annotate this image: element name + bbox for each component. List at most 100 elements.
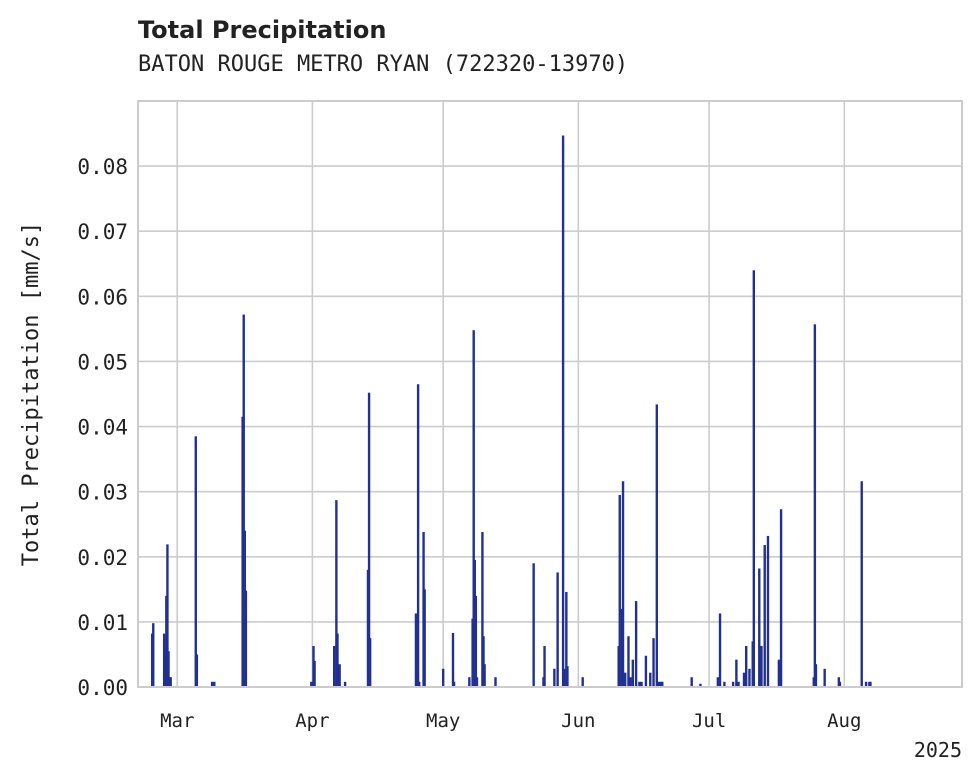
x-tick-label: Mar — [160, 710, 194, 732]
precipitation-bar — [562, 668, 566, 687]
precipitation-bar — [195, 654, 199, 687]
precipitation-bar — [763, 545, 766, 687]
precipitation-bar — [699, 683, 702, 687]
precipitation-bar — [482, 636, 485, 687]
precipitation-bar — [690, 677, 693, 687]
precipitation-bar — [336, 633, 339, 687]
precipitation-bar — [194, 436, 197, 687]
precipitation-bar — [441, 668, 445, 687]
precipitation-bar — [468, 677, 471, 687]
precipitation-bar — [621, 481, 625, 687]
year-label: 2025 — [914, 738, 962, 762]
y-tick-label: 0.00 — [77, 676, 128, 700]
x-tick-label: Apr — [295, 710, 329, 732]
precipitation-bar — [638, 681, 641, 687]
precipitation-bar — [618, 494, 621, 687]
precipitation-bar — [556, 572, 559, 687]
precipitation-bar — [640, 681, 643, 687]
precipitation-bar — [423, 589, 426, 687]
y-tick-label: 0.01 — [77, 611, 128, 635]
precipitation-bar — [758, 568, 761, 687]
precipitation-bar — [566, 666, 569, 687]
x-tick-label: Jun — [561, 710, 595, 732]
precipitation-bar — [649, 672, 652, 687]
precipitation-bar — [629, 677, 632, 687]
y-tick-label: 0.02 — [77, 546, 128, 570]
precipitation-bar — [742, 672, 746, 687]
x-tick-label: May — [426, 710, 460, 732]
precipitation-bar — [718, 613, 722, 687]
precipitation-bar — [310, 681, 313, 687]
precipitation-bar — [652, 638, 655, 687]
precipitation-bar — [661, 681, 664, 687]
precipitation-bar — [735, 659, 738, 687]
y-tick-label: 0.05 — [77, 350, 128, 374]
precipitation-bar — [152, 623, 155, 687]
precipitation-bar — [777, 659, 781, 687]
precipitation-bar — [838, 681, 842, 687]
precipitation-bar — [213, 681, 216, 687]
y-tick-label: 0.06 — [77, 285, 128, 309]
y-tick-label: 0.07 — [77, 220, 128, 244]
y-tick-label: 0.03 — [77, 481, 128, 505]
precipitation-bar — [869, 681, 872, 687]
chart-title: Total Precipitation — [138, 16, 387, 44]
precipitation-bar — [474, 595, 478, 687]
precipitation-bar — [627, 636, 630, 687]
precipitation-bar — [813, 324, 817, 687]
precipitation-bar — [860, 481, 863, 687]
precipitation-bar — [332, 645, 336, 687]
precipitation-bar — [167, 651, 170, 687]
precipitation-bar — [565, 591, 568, 687]
precipitation-bar — [561, 135, 565, 687]
precipitation-bar — [779, 509, 783, 687]
precipitation-bar — [631, 659, 635, 687]
precipitation-bar — [760, 645, 763, 687]
precipitation-bar — [418, 681, 421, 687]
precipitation-bar — [338, 664, 341, 687]
precipitation-bar — [532, 563, 535, 687]
precipitation-bar — [210, 681, 214, 687]
precipitation-bar — [624, 672, 627, 687]
precipitation-bar — [481, 532, 484, 687]
x-tick-labels: Mar Apr May Jun Jul Aug — [160, 710, 861, 732]
precipitation-bar — [581, 677, 584, 687]
precipitation-bar — [416, 384, 420, 687]
y-tick-label: 0.04 — [77, 416, 128, 440]
precipitation-bar — [553, 668, 556, 687]
precipitation-bar — [823, 668, 826, 687]
precipitation-bar — [166, 544, 169, 687]
precipitation-bar — [367, 392, 371, 687]
plot-frame — [137, 100, 963, 688]
precipitation-bar — [657, 681, 661, 687]
precipitation-bar — [543, 645, 546, 687]
precipitation-bar — [242, 314, 245, 687]
precipitation-bar — [864, 681, 868, 687]
precipitation-bar — [716, 677, 720, 687]
precipitation-bar — [244, 590, 248, 687]
y-tick-label: 0.08 — [77, 155, 128, 179]
precipitation-bar — [483, 664, 486, 687]
precipitation-bar — [744, 645, 748, 687]
precipitation-bar — [414, 613, 418, 687]
precipitation-bar — [737, 681, 740, 687]
precipitation-bar — [752, 270, 756, 687]
precipitation-bar — [451, 632, 455, 687]
precipitation-bar — [313, 660, 316, 687]
precipitation-bar — [452, 681, 456, 687]
precipitation-bar — [169, 677, 172, 687]
precipitation-bar — [634, 601, 638, 687]
precipitation-bar — [731, 681, 735, 687]
grid-lines — [138, 101, 962, 688]
y-tick-labels: 0.00 0.01 0.02 0.03 0.04 0.05 0.06 0.07 0.08 — [77, 155, 128, 700]
precipitation-bars — [150, 135, 872, 687]
precipitation-bar — [766, 535, 770, 687]
precipitation-bar — [335, 500, 338, 687]
precipitation-bar — [368, 638, 372, 687]
precipitation-bar — [475, 677, 479, 687]
precipitation-bar — [494, 677, 497, 687]
x-tick-label: Aug — [827, 710, 861, 732]
chart-subtitle: BATON ROUGE METRO RYAN (722320-13970) — [138, 52, 629, 77]
precipitation-bar — [644, 655, 648, 687]
